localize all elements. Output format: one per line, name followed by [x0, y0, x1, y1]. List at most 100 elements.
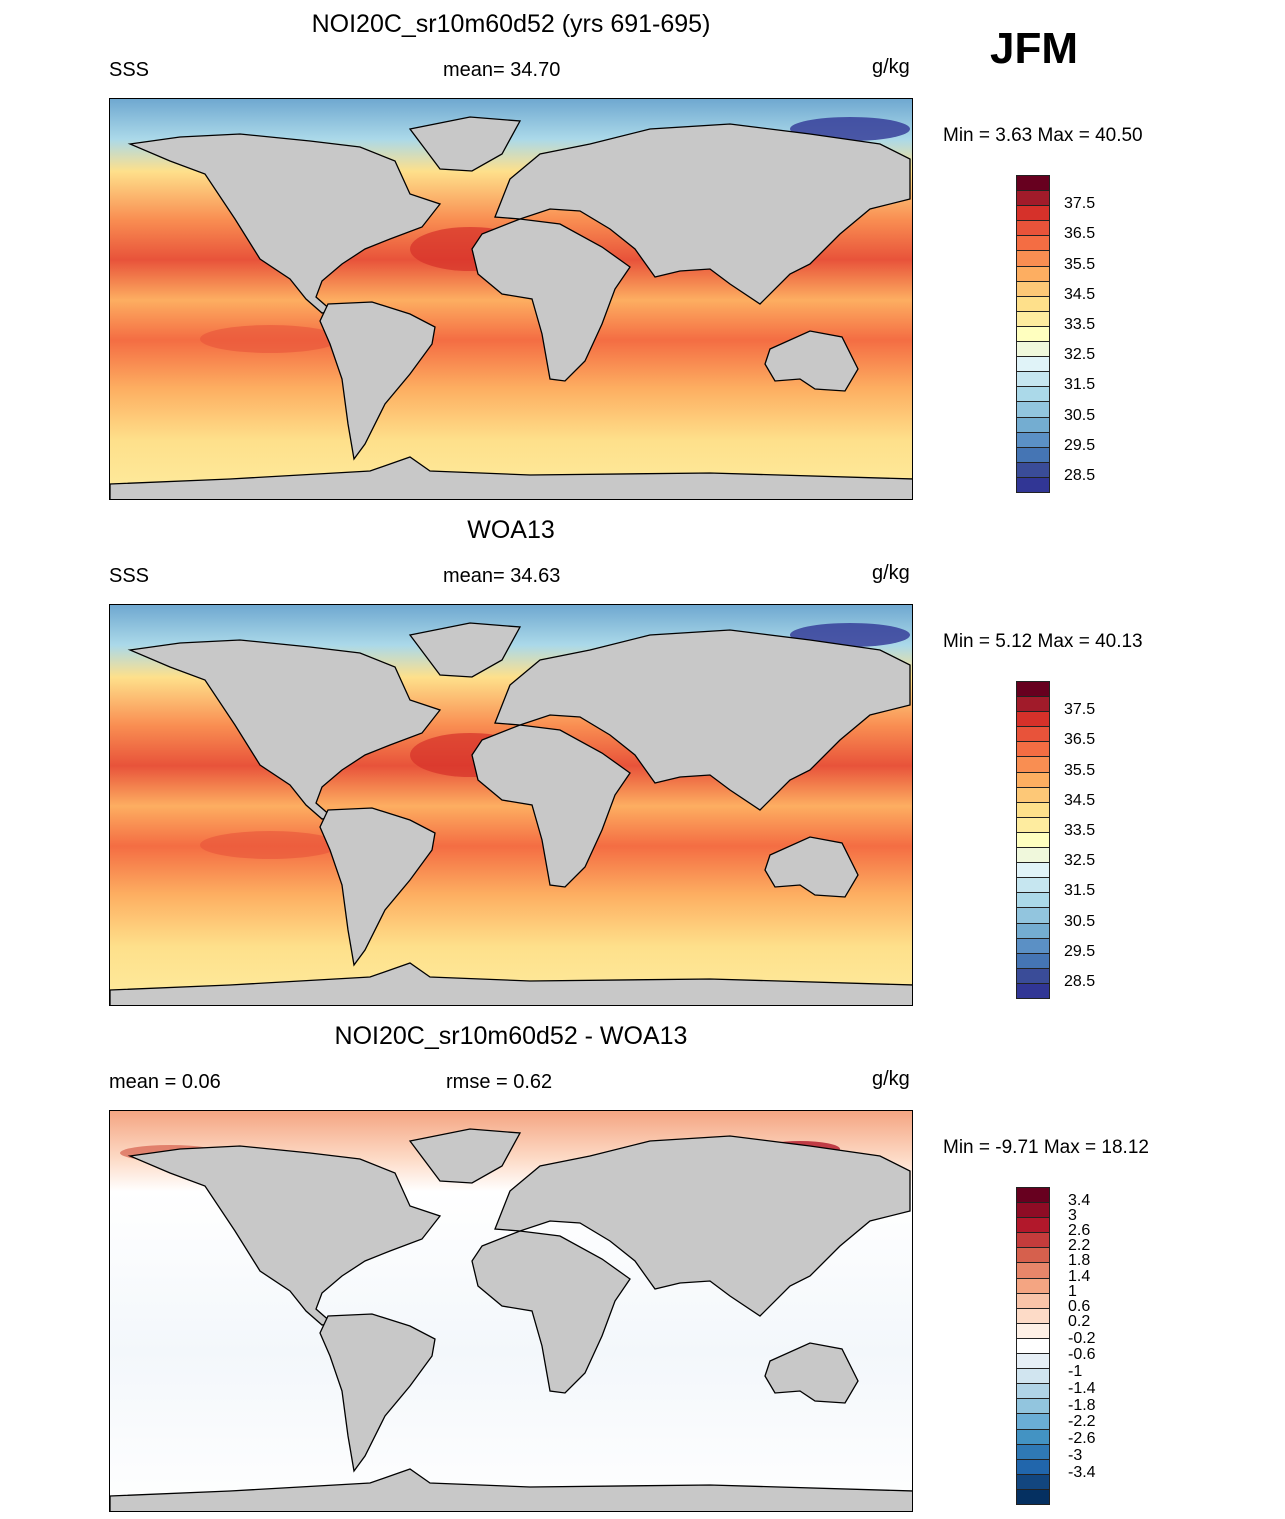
- map-panel: [109, 1110, 913, 1512]
- colorbar-label: 28.5: [1064, 466, 1096, 484]
- panel-title: NOI20C_sr10m60d52 - WOA13: [334, 1022, 688, 1050]
- map-panel: [109, 98, 913, 500]
- colorbar-swatch: [1016, 1368, 1050, 1385]
- colorbar-swatch: [1016, 205, 1050, 222]
- land-mass: [408, 1128, 522, 1184]
- units-label: g/kg: [872, 562, 910, 584]
- world-map: [110, 1111, 912, 1511]
- panel-title: NOI20C_sr10m60d52 (yrs 691-695): [311, 10, 711, 38]
- land-mass: [408, 116, 522, 172]
- land-mass: [764, 836, 859, 898]
- colorbar-swatch: [1016, 937, 1050, 955]
- colorbar-label: 31.5: [1064, 376, 1096, 394]
- colorbar-label: 1.4: [1068, 1267, 1091, 1285]
- panel-center-label: mean= 34.70: [443, 59, 561, 81]
- colorbar-swatch: [1016, 681, 1050, 698]
- colorbar-swatch: [1016, 265, 1050, 283]
- panel-center-label: rmse = 0.62: [446, 1071, 553, 1093]
- land-mass: [408, 622, 522, 678]
- colorbar-swatch: [1016, 922, 1050, 940]
- colorbar-label: 36.5: [1064, 731, 1096, 749]
- colorbar-swatch: [1016, 1428, 1050, 1446]
- colorbar-label: 35.5: [1064, 255, 1096, 273]
- land-mass: [127, 133, 442, 314]
- colorbar-swatch: [1016, 862, 1050, 879]
- land-mass: [319, 301, 436, 461]
- colorbar-label: 1.8: [1068, 1252, 1091, 1270]
- colorbar-label: -1.4: [1068, 1379, 1096, 1397]
- colorbar-swatch: [1016, 310, 1050, 328]
- colorbar-swatch: [1016, 801, 1050, 819]
- colorbar-swatch: [1016, 786, 1050, 804]
- colorbar-swatch: [1016, 847, 1050, 864]
- colorbar-swatch: [1016, 1413, 1050, 1431]
- colorbar-swatch: [1016, 756, 1050, 774]
- colorbar-swatch: [1016, 877, 1050, 894]
- colorbar-swatch: [1016, 831, 1050, 849]
- colorbar-label: 2.6: [1068, 1222, 1091, 1240]
- colorbar-label: 34.5: [1064, 791, 1096, 809]
- colorbar-label: -3.4: [1068, 1463, 1096, 1481]
- panel-center-label: mean= 34.63: [443, 565, 561, 587]
- colorbar-label: 35.5: [1064, 761, 1096, 779]
- colorbar-swatch: [1016, 175, 1050, 192]
- colorbar-label: 2.2: [1068, 1237, 1091, 1255]
- colorbar-label: 37.5: [1064, 701, 1096, 719]
- colorbar-label: 3: [1068, 1207, 1077, 1225]
- land-mass: [110, 456, 912, 499]
- colorbar-label: -1.8: [1068, 1396, 1096, 1414]
- colorbar-label: 0.6: [1068, 1297, 1091, 1315]
- land-mass: [494, 123, 911, 305]
- land-mass: [319, 1313, 436, 1473]
- land-mass: [127, 1145, 442, 1326]
- world-map: [110, 605, 912, 1005]
- colorbar-swatch: [1016, 711, 1050, 728]
- panel-title: WOA13: [467, 516, 555, 544]
- colorbar-label: 33.5: [1064, 821, 1096, 839]
- colorbar-label: 30.5: [1064, 912, 1096, 930]
- colorbar-label: 29.5: [1064, 436, 1096, 454]
- land-mass: [319, 807, 436, 967]
- land-mass: [471, 218, 631, 382]
- min-max-label: Min = 5.12 Max = 40.13: [943, 631, 1143, 652]
- colorbar-swatch: [1016, 1458, 1050, 1476]
- colorbar-label: 30.5: [1064, 406, 1096, 424]
- colorbar-swatch: [1016, 1307, 1050, 1325]
- colorbar-swatch: [1016, 696, 1050, 713]
- colorbar-label: 28.5: [1064, 972, 1096, 990]
- colorbar-swatch: [1016, 1202, 1050, 1219]
- panel-left-label: mean = 0.06: [109, 1071, 221, 1093]
- colorbar-swatch: [1016, 1398, 1050, 1415]
- colorbar-swatch: [1016, 250, 1050, 268]
- colorbar-swatch: [1016, 1187, 1050, 1204]
- colorbar-swatch: [1016, 1247, 1050, 1264]
- colorbar-swatch: [1016, 1217, 1050, 1234]
- colorbar-swatch: [1016, 401, 1050, 419]
- colorbar-swatch: [1016, 816, 1050, 834]
- colorbar-swatch: [1016, 220, 1050, 237]
- map-panel: [109, 604, 913, 1006]
- colorbar-swatch: [1016, 356, 1050, 373]
- colorbar-swatch: [1016, 431, 1050, 449]
- colorbar-swatch: [1016, 967, 1050, 985]
- colorbar-label: 29.5: [1064, 942, 1096, 960]
- colorbar-swatch: [1016, 235, 1050, 252]
- colorbar-swatch: [1016, 1322, 1050, 1340]
- colorbar-label: 37.5: [1064, 195, 1096, 213]
- colorbar-swatch: [1016, 461, 1050, 479]
- salinity-maximum-region: [200, 325, 340, 353]
- colorbar-swatch: [1016, 1353, 1050, 1370]
- colorbar-swatch: [1016, 386, 1050, 403]
- min-max-label: Min = -9.71 Max = 18.12: [943, 1137, 1149, 1158]
- colorbar-swatch: [1016, 190, 1050, 207]
- colorbar-swatch: [1016, 1443, 1050, 1461]
- colorbar-swatch: [1016, 1292, 1050, 1310]
- land-mass: [471, 1230, 631, 1394]
- colorbar-swatch: [1016, 1473, 1050, 1491]
- colorbar-swatch: [1016, 952, 1050, 970]
- world-map: [110, 99, 912, 499]
- colorbar-swatch: [1016, 280, 1050, 298]
- colorbar-swatch: [1016, 771, 1050, 789]
- colorbar-swatch: [1016, 446, 1050, 464]
- colorbar-swatch: [1016, 371, 1050, 388]
